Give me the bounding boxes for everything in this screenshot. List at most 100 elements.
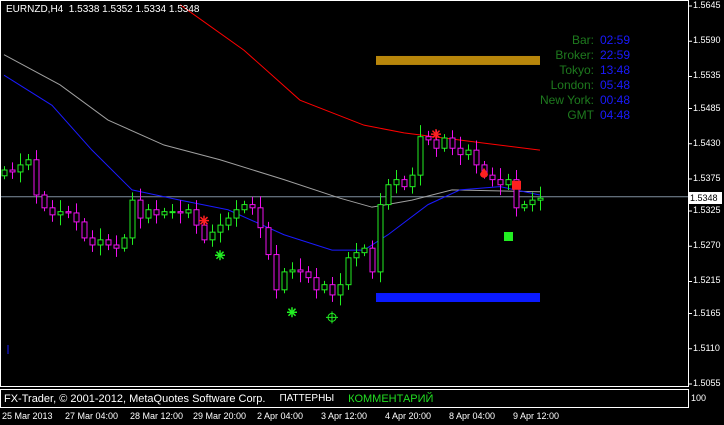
- session-time: 13:48: [600, 63, 631, 77]
- square-signal-icon: [504, 232, 513, 242]
- indicator-subwindow-frame: [0, 389, 689, 408]
- bull-candle: [353, 252, 360, 259]
- indicator-overlay-text: ПАТТЕРНЫ: [279, 393, 335, 404]
- bull-candle: [25, 159, 32, 166]
- bear-candle: [425, 136, 432, 141]
- subwindow-scale-label: 100: [691, 393, 707, 403]
- bull-candle: [169, 211, 176, 214]
- price-tick-label: 1.5325: [693, 205, 721, 216]
- bear-candle: [33, 159, 40, 196]
- ma-slow-line: [179, 4, 541, 151]
- bear-candle: [457, 147, 464, 156]
- bear-candle: [489, 174, 496, 181]
- price-tick-label: 1.5110: [693, 342, 720, 353]
- session-time: 22:59: [600, 48, 631, 62]
- session-clock-panel: Bar: 02:59 Broker: 22:59 Tokyo: 13:48 London: 0…: [520, 33, 650, 123]
- session-label: New York:: [539, 93, 594, 107]
- bear-candle: [201, 224, 208, 241]
- bear-candle: [249, 204, 256, 209]
- square-signal-icon: [512, 180, 521, 190]
- bear-candle: [89, 237, 96, 246]
- bear-candle: [369, 247, 376, 273]
- bear-candle: [433, 139, 440, 149]
- star-signal-icon: [215, 251, 225, 260]
- bear-candle: [313, 277, 320, 291]
- bear-candle: [257, 207, 264, 229]
- time-tick-label: 28 Mar 12:00: [130, 411, 184, 421]
- bull-candle: [129, 199, 136, 239]
- bull-candle: [281, 271, 288, 291]
- bear-candle: [73, 212, 80, 223]
- session-time: 04:48: [600, 108, 631, 122]
- bear-candle: [329, 284, 336, 296]
- bear-candle: [273, 254, 280, 291]
- session-label: Tokyo:: [559, 63, 594, 77]
- bull-candle: [409, 174, 416, 188]
- indicator-subwindow-text: FX-Trader, © 2001-2012, MetaQuotes Softw…: [4, 391, 433, 406]
- bull-candle: [97, 239, 104, 246]
- bull-candle: [361, 247, 368, 254]
- bull-candle: [337, 284, 344, 296]
- bear-candle: [449, 137, 456, 149]
- bull-candle: [225, 217, 232, 226]
- bull-candle: [537, 197, 544, 201]
- bull-candle: [345, 257, 352, 286]
- bear-candle: [105, 239, 112, 246]
- bear-candle: [177, 211, 184, 214]
- price-tick-label: 1.5270: [693, 240, 721, 251]
- signal-zone: [376, 55, 540, 65]
- bull-candle: [233, 209, 240, 219]
- bull-candle: [465, 149, 472, 156]
- ma-fast-line: [3, 74, 541, 251]
- star-signal-icon: [431, 130, 441, 139]
- bull-candle: [377, 204, 384, 273]
- session-time: 05:48: [600, 78, 631, 92]
- bull-candle: [17, 164, 24, 173]
- session-label: Broker:: [555, 48, 594, 62]
- drop-signal-icon: [480, 167, 488, 178]
- session-label: Bar:: [571, 33, 594, 47]
- bull-candle: [161, 211, 168, 216]
- price-tick-label: 1.5165: [693, 307, 721, 318]
- price-tick-label: 1.5215: [693, 275, 721, 286]
- bear-candle: [305, 271, 312, 279]
- time-tick-label: 29 Mar 20:00: [193, 411, 247, 421]
- bear-candle: [401, 179, 408, 188]
- copyright-text: FX-Trader, © 2001-2012, MetaQuotes Softw…: [4, 392, 266, 405]
- price-tick-label: 1.5375: [693, 172, 721, 183]
- session-row: London: 05:48: [520, 78, 650, 93]
- bull-candle: [145, 209, 152, 219]
- session-row: Bar: 02:59: [520, 33, 650, 48]
- price-tick-label: 1.5590: [693, 35, 721, 46]
- signal-zone: [376, 293, 540, 302]
- bear-candle: [81, 221, 88, 239]
- time-tick-label: 2 Apr 04:00: [257, 411, 304, 421]
- session-label: GMT: [567, 108, 594, 122]
- star-signal-icon: [287, 308, 297, 317]
- bear-candle: [49, 207, 56, 216]
- price-tick-label: 1.5485: [693, 102, 721, 113]
- time-tick-label: 25 Mar 2013: [2, 411, 53, 421]
- bear-candle: [497, 179, 504, 186]
- star-signal-icon: [199, 216, 209, 225]
- session-row: Tokyo: 13:48: [520, 63, 650, 78]
- bear-candle: [297, 269, 304, 273]
- bull-candle: [209, 231, 216, 241]
- ma-mid-line: [3, 54, 541, 208]
- session-row: New York: 00:48: [520, 93, 650, 108]
- bear-candle: [153, 209, 160, 216]
- bull-candle: [57, 211, 64, 216]
- bear-candle: [65, 211, 72, 214]
- session-row: Broker: 22:59: [520, 48, 650, 63]
- comment-text: КОММЕНТАРИЙ: [348, 392, 434, 405]
- time-tick-label: 27 Mar 04:00: [65, 411, 119, 421]
- bull-candle: [385, 184, 392, 206]
- session-label: London:: [550, 78, 594, 92]
- price-tick-label: 1.5055: [693, 378, 721, 388]
- time-tick-label: 9 Apr 12:00: [513, 411, 560, 421]
- chart-title: EURNZD,H4 1.5338 1.5352 1.5334 1.5348: [6, 4, 200, 15]
- bull-candle: [185, 209, 192, 214]
- bear-candle: [137, 199, 144, 219]
- bear-candle: [265, 227, 272, 256]
